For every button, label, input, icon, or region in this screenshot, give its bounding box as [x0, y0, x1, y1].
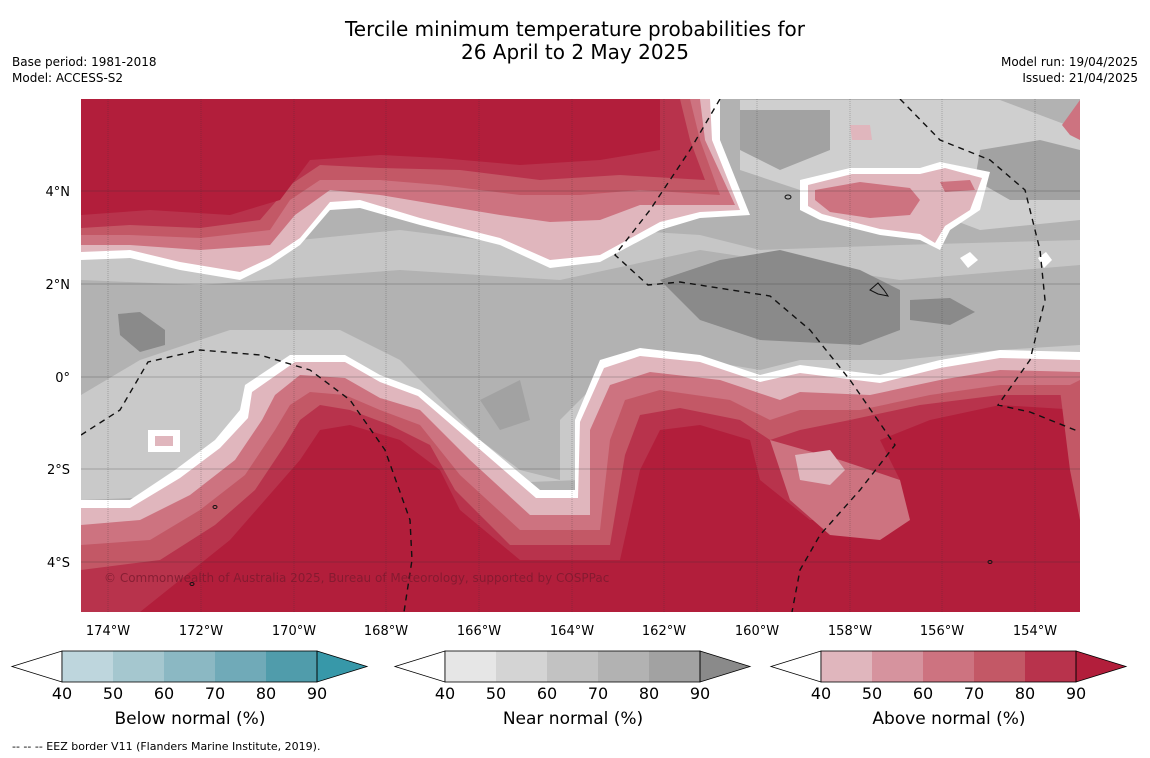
near-normal-n-patch	[740, 110, 830, 170]
lon-label: 168°W	[364, 624, 408, 639]
lon-label: 156°W	[920, 624, 964, 639]
colorbar-segment	[923, 651, 974, 682]
colorbar-segment	[266, 651, 317, 682]
colorbar-below: 40 50 60 70 80 90	[10, 650, 369, 703]
near-normal-dark-patch-3	[118, 312, 165, 352]
colorbar-segment	[1025, 651, 1076, 682]
colorbars: 40 50 60 70 80 90 40 50 60 70 80 90 40 50 60 70 80 90	[10, 650, 1128, 703]
ne-above-corner	[1062, 100, 1080, 140]
graticule	[81, 99, 1080, 612]
colorbar-frame	[444, 650, 701, 683]
model-name: Model: ACCESS-S2	[12, 71, 124, 85]
colorbar-under-triangle	[769, 650, 822, 683]
colorbar-tick-label: 60	[537, 684, 557, 703]
base-period: Base period: 1981-2018	[12, 55, 157, 69]
title-line-2: 26 April to 2 May 2025	[461, 40, 689, 64]
lon-label: 164°W	[550, 624, 594, 639]
lon-label: 154°W	[1013, 624, 1057, 639]
colorbar-segment	[872, 651, 923, 682]
colorbar-segment	[113, 651, 164, 682]
colorbar-tick-label: 70	[964, 684, 984, 703]
latitude-labels: 4°N 2°N 0° 2°S 4°S	[46, 185, 71, 571]
issued-date: Issued: 21/04/2025	[1022, 71, 1138, 85]
sw-above-40-patch	[155, 436, 173, 446]
lat-label: 2°S	[47, 463, 70, 478]
colorbar-segment	[649, 651, 700, 682]
longitude-labels: 174°W 172°W 170°W 168°W 166°W 164°W 162°…	[86, 624, 1057, 639]
colorbar-tick-label: 90	[307, 684, 327, 703]
colorbar-tick-label: 40	[435, 684, 455, 703]
colorbar-segment	[974, 651, 1025, 682]
lat-label: 2°N	[46, 278, 71, 293]
colorbar-segment	[164, 651, 215, 682]
near-normal-ne-patch	[975, 140, 1080, 200]
colorbar-tick-label: 50	[486, 684, 506, 703]
near-normal-dark-patch-2	[910, 298, 975, 325]
lon-label: 170°W	[272, 624, 316, 639]
lon-label: 172°W	[179, 624, 223, 639]
map-title: Tercile minimum temperature probabilitie…	[0, 18, 1150, 64]
colorbar-tick-label: 90	[690, 684, 710, 703]
model-run: Model run: 19/04/2025	[1000, 55, 1138, 69]
colorbar-tick-label: 40	[811, 684, 831, 703]
colorbar-tick-label: 50	[862, 684, 882, 703]
ne-white-dot	[960, 252, 978, 268]
run-info: Model run: 19/04/2025 Issued: 21/04/2025	[1001, 54, 1138, 86]
colorbar-tick-label: 80	[256, 684, 276, 703]
colorbar-frame	[61, 650, 318, 683]
title-line-1: Tercile minimum temperature probabilitie…	[344, 17, 806, 41]
near-normal-dark-patch	[660, 250, 900, 345]
lon-label: 158°W	[828, 624, 872, 639]
map-area	[81, 99, 1080, 612]
islands	[189, 194, 993, 586]
colorbar-tick-label: 60	[154, 684, 174, 703]
colorbar-tick-label: 50	[103, 684, 123, 703]
colorbar-over-triangle	[1075, 650, 1128, 683]
south-above-east-edge	[1060, 380, 1080, 520]
colorbar-under-triangle	[393, 650, 446, 683]
colorbar-tick-label: 40	[52, 684, 72, 703]
copyright-credit: © Commonwealth of Australia 2025, Bureau…	[104, 571, 610, 585]
lon-label: 166°W	[457, 624, 501, 639]
colorbar-segment	[445, 651, 496, 682]
near-normal-mid-patch	[480, 380, 530, 430]
colorbar-under-triangle	[10, 650, 63, 683]
lon-label: 160°W	[735, 624, 779, 639]
colorbar-near: 40 50 60 70 80 90	[393, 650, 752, 703]
ne-white-dot-2	[1038, 252, 1052, 268]
colorbar-segment	[62, 651, 113, 682]
ne-above-60-b	[940, 180, 975, 192]
lat-label: 4°N	[46, 185, 71, 200]
colorbar-title-above: Above normal (%)	[872, 709, 1026, 729]
colorbar-segment	[821, 651, 872, 682]
south-above-40-patch	[795, 450, 845, 485]
colorbar-tick-label: 80	[639, 684, 659, 703]
colorbar-segment	[598, 651, 649, 682]
colorbar-segment	[215, 651, 266, 682]
eez-borders	[81, 99, 1080, 612]
ne-above-small	[850, 125, 872, 140]
colorbar-tick-label: 90	[1066, 684, 1086, 703]
colorbar-frame	[820, 650, 1077, 683]
colorbar-above: 40 50 60 70 80 90	[769, 650, 1128, 703]
colorbar-title-near: Near normal (%)	[502, 709, 644, 729]
colorbar-tick-label: 70	[588, 684, 608, 703]
colorbar-over-triangle	[316, 650, 369, 683]
north-above-90	[81, 99, 660, 215]
model-info: Base period: 1981-2018 Model: ACCESS-S2	[12, 54, 157, 86]
colorbar-segment	[496, 651, 547, 682]
south-above-90	[140, 405, 1080, 612]
colorbar-segment	[547, 651, 598, 682]
colorbar-tick-label: 60	[913, 684, 933, 703]
lat-label: 4°S	[47, 556, 70, 571]
eez-legend-note: -- -- -- EEZ border V11 (Flanders Marine…	[12, 740, 321, 753]
lat-label: 0°	[55, 371, 70, 386]
lon-label: 162°W	[642, 624, 686, 639]
colorbar-tick-label: 70	[205, 684, 225, 703]
lon-label: 174°W	[86, 624, 130, 639]
colorbar-title-below: Below normal (%)	[114, 709, 266, 729]
colorbar-over-triangle	[699, 650, 752, 683]
colorbar-tick-label: 80	[1015, 684, 1035, 703]
